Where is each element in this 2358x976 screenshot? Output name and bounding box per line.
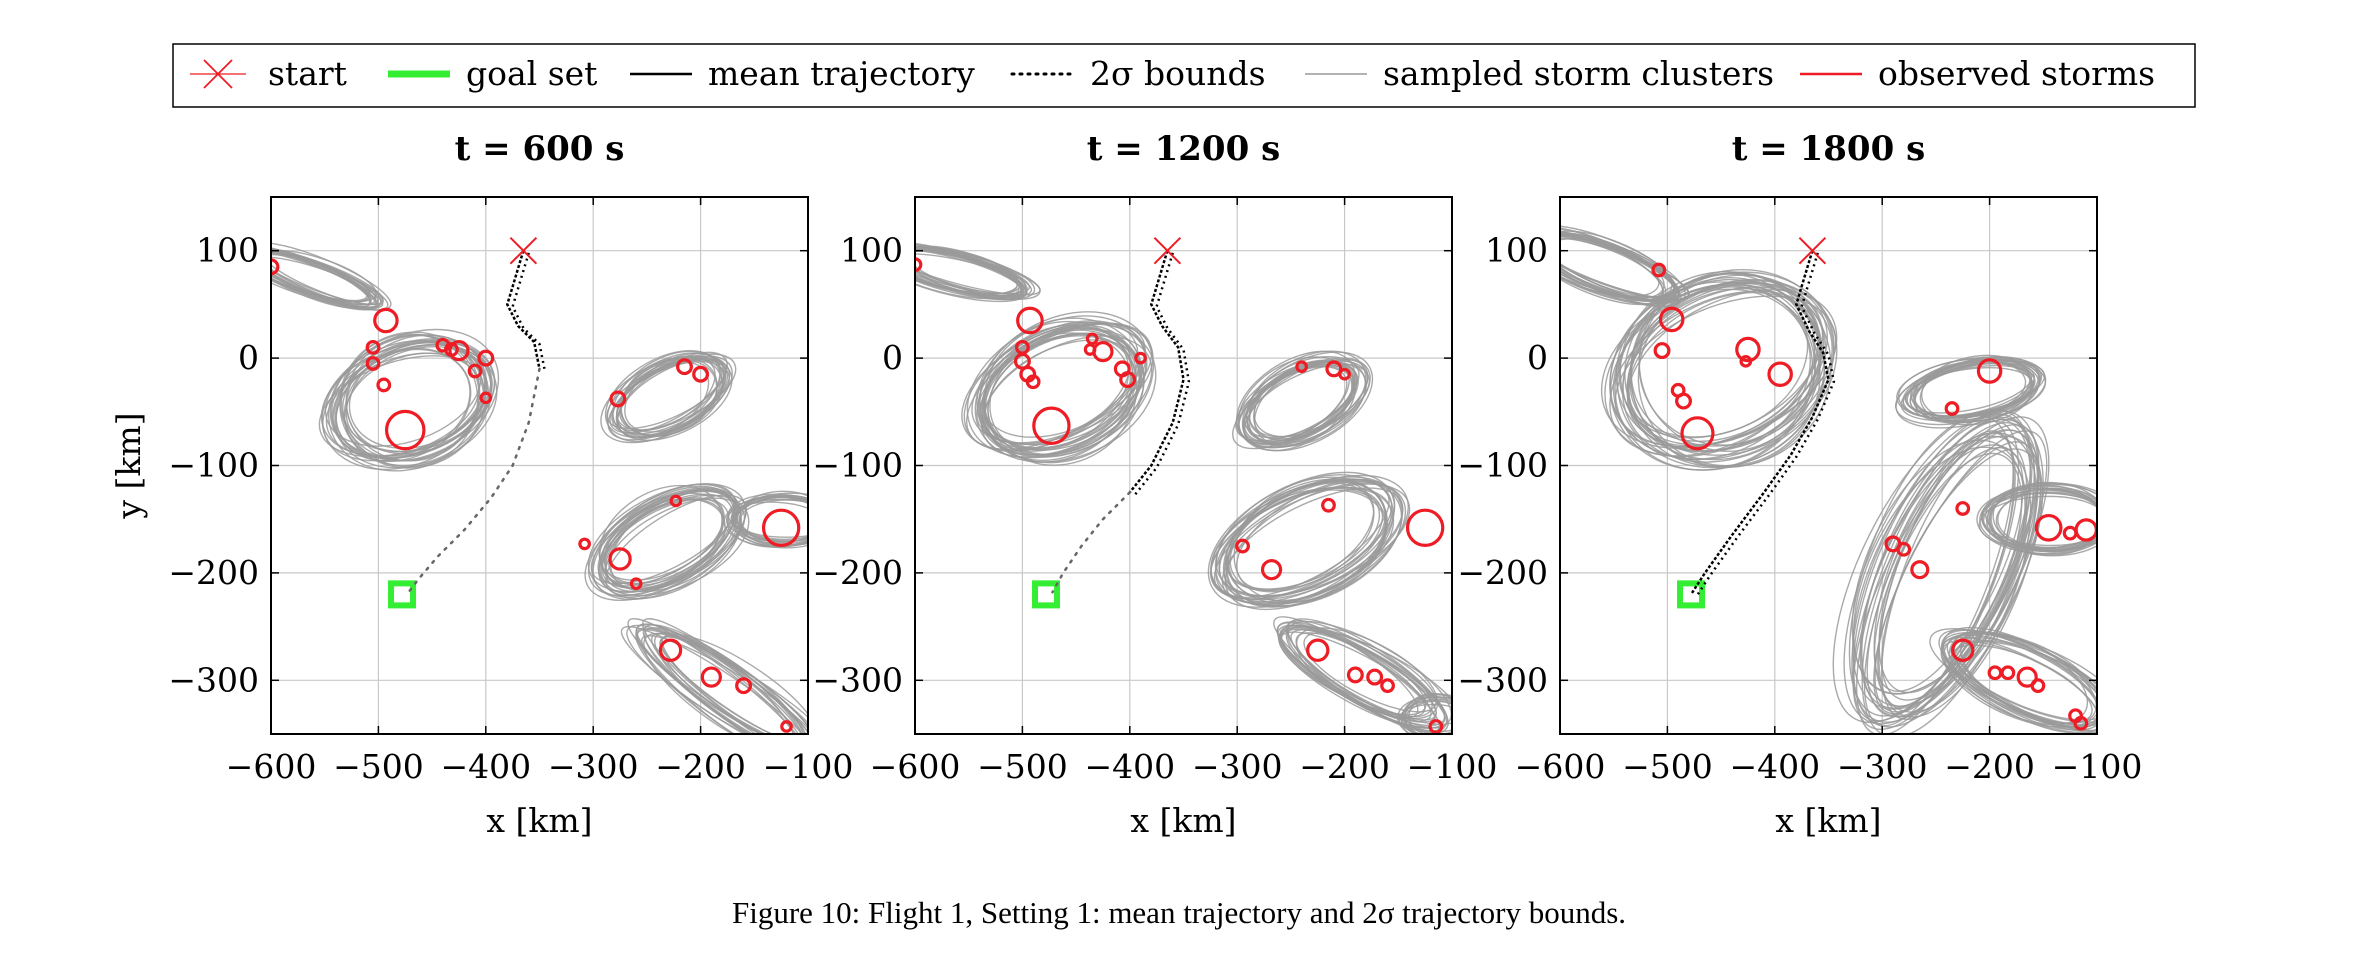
legend-label: observed storms (1878, 54, 2155, 93)
plot-area (1511, 211, 2136, 760)
legend-label: mean trajectory (708, 54, 975, 93)
x-tick-label: −600 (226, 747, 317, 786)
y-tick-label: −200 (1457, 553, 1548, 592)
storm-cluster (1398, 693, 1474, 743)
x-tick-label: −500 (1622, 747, 1713, 786)
mean-trajectory (507, 251, 539, 369)
x-tick-label: −400 (440, 747, 531, 786)
x-axis-label: x [km] (486, 801, 592, 840)
legend-label: start (268, 54, 347, 93)
plot-panel-2: t = 1200 s −600 −500 −400 −300 −200 −100 100 0 −1… (812, 129, 1497, 840)
sampled-storm-ellipse (641, 616, 818, 765)
x-tick-label: −300 (1192, 747, 1283, 786)
panels: t = 600 s −600 −500 −400 −300 −200 −100 100 0 −10… (109, 129, 2142, 840)
panel-title: t = 1200 s (1087, 129, 1280, 169)
figure-caption: Figure 10: Flight 1, Setting 1: mean tra… (0, 895, 2358, 931)
legend-label: sampled storm clusters (1383, 54, 1774, 93)
y-tick-label: −300 (1457, 660, 1548, 699)
y-tick-label: 100 (840, 231, 903, 270)
plot-panel-1: t = 600 s −600 −500 −400 −300 −200 −100 100 0 −10… (109, 129, 853, 840)
x-tick-label: −100 (2052, 747, 2143, 786)
plot-area (870, 231, 1474, 752)
x-tick-label: −300 (548, 747, 639, 786)
observed-storm (782, 722, 791, 731)
storm-cluster (303, 305, 519, 495)
y-tick-label: 0 (1527, 338, 1548, 377)
legend-label: goal set (466, 54, 597, 93)
x-tick-label: −200 (655, 747, 746, 786)
sampled-storm-ellipse (740, 500, 830, 540)
observed-storm (1308, 640, 1328, 660)
x-tick-label: −300 (1837, 747, 1928, 786)
x-tick-label: −100 (763, 747, 854, 786)
y-tick-label: −100 (812, 446, 903, 485)
sampled-storm-ellipse (882, 237, 1044, 310)
observed-storm (1087, 334, 1096, 343)
storm-cluster (567, 461, 764, 623)
observed-storm (1912, 562, 1928, 578)
observed-storm (1323, 499, 1335, 511)
y-tick-label: −100 (168, 446, 259, 485)
x-tick-label: −500 (333, 747, 424, 786)
observed-storm (1408, 510, 1443, 545)
plot-panel-3: t = 1800 s −600 −500 −400 −300 −200 −100 100 0 −1… (1457, 129, 2142, 840)
storm-cluster (1263, 601, 1470, 752)
observed-storm (2002, 667, 2014, 679)
trajectory-2sigma-bound (408, 369, 539, 592)
figure-10: start goal set mean trajectory 2σ bounds sam… (0, 0, 2358, 880)
storm-cluster (942, 283, 1178, 491)
sampled-storm-ellipse (1805, 387, 2073, 750)
observed-storm (1677, 394, 1691, 408)
observed-storm (2036, 516, 2060, 540)
observed-storm (378, 379, 390, 391)
observed-storm (702, 668, 720, 686)
observed-storm (1263, 561, 1281, 579)
goal-set (1035, 583, 1057, 605)
observed-storm (1382, 680, 1394, 692)
x-axis-label: x [km] (1775, 801, 1881, 840)
trajectory-2sigma-bound (1052, 492, 1129, 592)
observed-storm (1769, 363, 1791, 385)
y-tick-label: 100 (1485, 231, 1548, 270)
observed-storm (2064, 527, 2076, 539)
y-tick-label: −200 (812, 553, 903, 592)
x-axis-label: x [km] (1130, 801, 1236, 840)
legend-label: 2σ bounds (1090, 54, 1266, 93)
observed-storm (2032, 680, 2044, 692)
x-tick-label: −200 (1944, 747, 2035, 786)
observed-storm (580, 539, 589, 548)
plot-area (228, 231, 843, 780)
y-axis-label: y [km] (109, 412, 148, 519)
observed-storm (2076, 520, 2096, 540)
y-tick-label: −300 (812, 660, 903, 699)
panel-title: t = 1800 s (1732, 129, 1925, 169)
observed-storm (1957, 503, 1969, 515)
sampled-storm-ellipse (629, 615, 809, 768)
panel-title: t = 600 s (455, 129, 625, 169)
storm-cluster (1793, 381, 2085, 760)
x-tick-label: −400 (1084, 747, 1175, 786)
y-tick-label: −100 (1457, 446, 1548, 485)
y-tick-label: 0 (882, 338, 903, 377)
y-tick-label: 100 (196, 231, 259, 270)
x-tick-label: −200 (1299, 747, 1390, 786)
observed-storm (1368, 670, 1382, 684)
legend: start goal set mean trajectory 2σ bounds sam… (173, 44, 2195, 107)
y-tick-label: −200 (168, 553, 259, 592)
x-tick-label: −400 (1729, 747, 1820, 786)
x-tick-label: −500 (977, 747, 1068, 786)
x-tick-label: −600 (870, 747, 961, 786)
x-tick-label: −600 (1515, 747, 1606, 786)
goal-set (391, 583, 413, 605)
y-tick-label: −300 (168, 660, 259, 699)
storm-cluster (1220, 332, 1389, 471)
storm-cluster (1976, 480, 2122, 557)
storm-cluster (1187, 444, 1428, 635)
observed-storm (1989, 667, 2001, 679)
y-tick-label: 0 (238, 338, 259, 377)
storm-cluster (1575, 238, 1868, 505)
x-tick-label: −100 (1407, 747, 1498, 786)
